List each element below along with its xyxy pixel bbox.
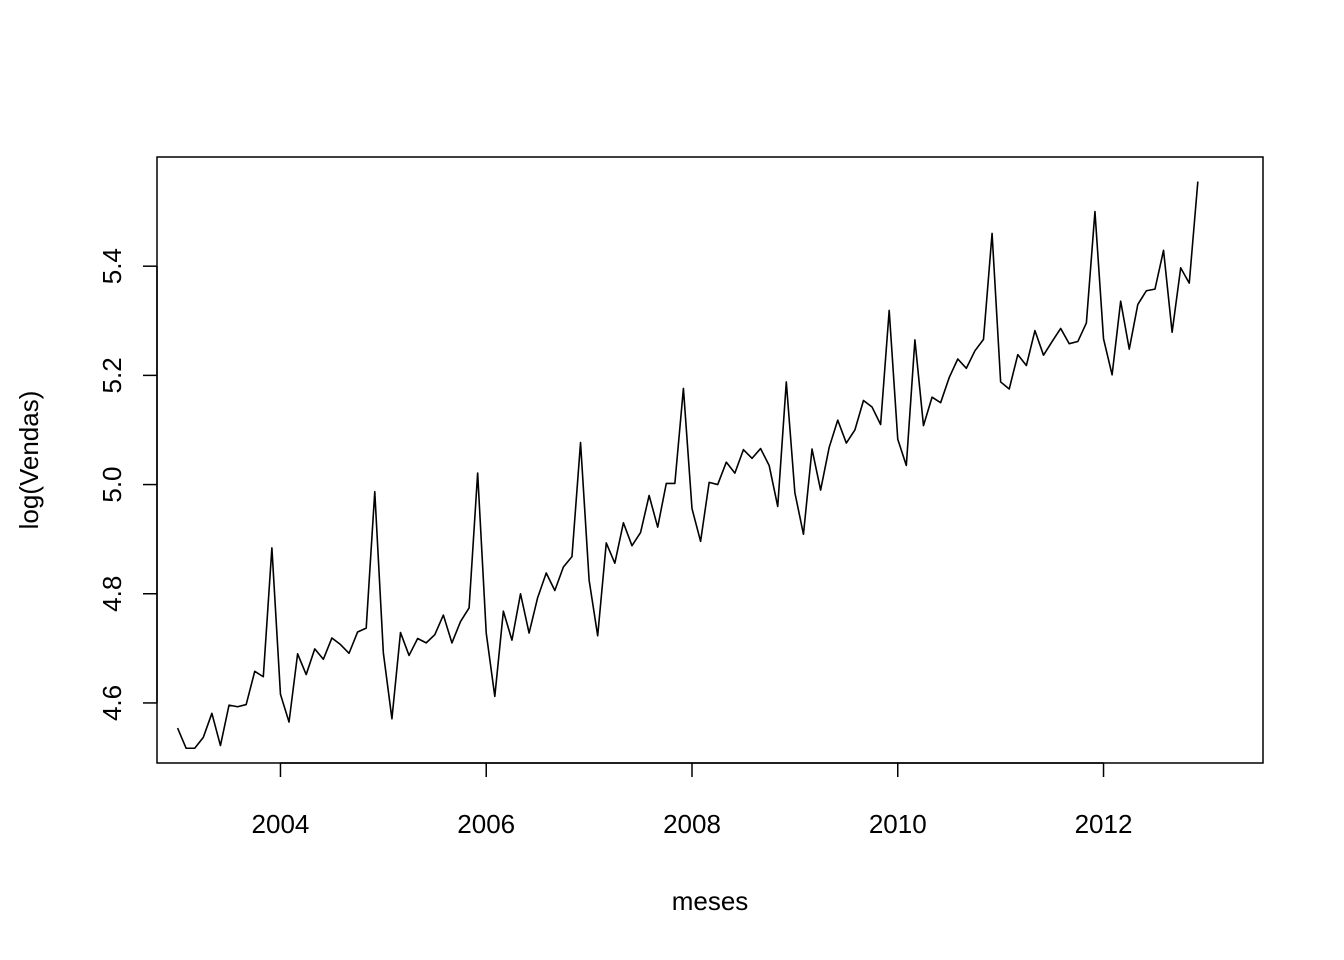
x-tick-label: 2008	[663, 809, 721, 839]
y-tick-label: 4.8	[97, 576, 127, 612]
x-tick-label: 2004	[252, 809, 310, 839]
x-tick-label: 2010	[869, 809, 927, 839]
series-layer	[176, 181, 1199, 750]
y-tick-label: 5.0	[97, 466, 127, 502]
x-tick-label: 2006	[457, 809, 515, 839]
y-tick-label: 5.2	[97, 357, 127, 393]
x-tick-label: 2012	[1075, 809, 1133, 839]
x-axis: 2004 2006 2008 2010 2012	[252, 762, 1133, 839]
series-line	[176, 181, 1199, 750]
y-tick-label: 5.4	[97, 248, 127, 284]
x-axis-title: meses	[672, 886, 749, 916]
y-tick-label: 4.6	[97, 685, 127, 721]
y-axis: 4.6 4.8 5.0 5.2 5.4	[97, 248, 158, 721]
y-axis-title: log(Vendas)	[14, 391, 44, 530]
